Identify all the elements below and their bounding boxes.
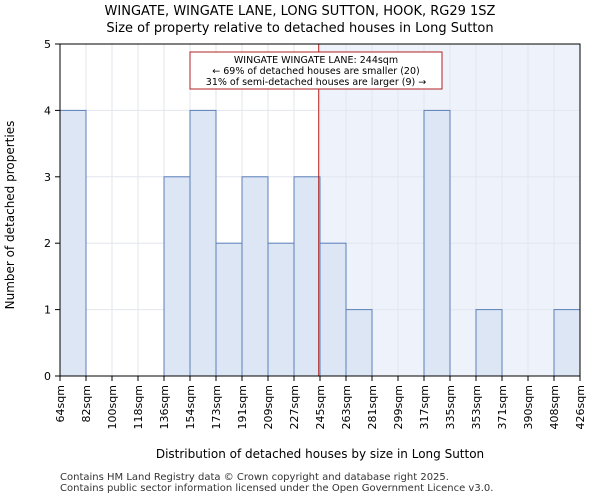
- footer-line-2: Contains public sector information licen…: [60, 483, 494, 494]
- bar-209sqm: [267, 242, 295, 377]
- y-axis-title: Number of detached properties: [3, 121, 17, 310]
- x-tick-label: 245sqm: [314, 385, 327, 429]
- y-tick-label: 2: [44, 237, 51, 250]
- bar-154sqm: [189, 109, 217, 377]
- bar-245sqm: [319, 242, 347, 377]
- x-tick-label: 154sqm: [184, 385, 197, 429]
- bar-173sqm: [215, 242, 243, 377]
- bar-263sqm: [345, 309, 373, 377]
- footer: Contains HM Land Registry data © Crown c…: [60, 472, 493, 494]
- x-tick-label: 408sqm: [548, 385, 561, 429]
- bar-136sqm: [163, 176, 191, 377]
- y-tick-label: 1: [44, 304, 51, 317]
- y-tick-label: 5: [44, 38, 51, 51]
- x-tick-label: 82sqm: [80, 385, 93, 422]
- x-tick-label: 263sqm: [340, 385, 353, 429]
- bar-408sqm: [553, 309, 581, 377]
- bar-layer: [59, 109, 581, 377]
- x-tick-label: 118sqm: [132, 385, 145, 429]
- bar-353sqm: [475, 309, 503, 377]
- bar-191sqm: [241, 176, 269, 377]
- x-tick-label: 390sqm: [522, 385, 535, 429]
- bar-317sqm: [423, 109, 451, 377]
- x-tick-label: 227sqm: [288, 385, 301, 429]
- x-tick-label: 353sqm: [470, 385, 483, 429]
- bar-227sqm: [293, 176, 321, 377]
- x-tick-label: 136sqm: [158, 385, 171, 429]
- annotation-layer: WINGATE WINGATE LANE: 244sqm← 69% of det…: [189, 51, 443, 90]
- x-tick-label: 64sqm: [54, 385, 67, 422]
- y-tick-label: 4: [44, 104, 51, 117]
- x-tick-label: 317sqm: [418, 385, 431, 429]
- annotation-line-3: 31% of semi-detached houses are larger (…: [206, 77, 426, 88]
- annotation-line-1: WINGATE WINGATE LANE: 244sqm: [234, 55, 398, 66]
- chart-title-block: WINGATE, WINGATE LANE, LONG SUTTON, HOOK…: [0, 3, 600, 37]
- footer-line-1: Contains HM Land Registry data © Crown c…: [60, 472, 449, 483]
- axis-layer: 0 1 2 3 4 5 64sqm 82sqm 100sqm 118sqm 136sqm 154sqm…: [44, 38, 587, 429]
- x-tick-label: 173sqm: [210, 385, 223, 429]
- x-tick-label: 426sqm: [574, 385, 587, 429]
- bar-64sqm: [59, 109, 87, 377]
- y-tick-label: 0: [44, 370, 51, 383]
- annotation-box: [189, 51, 443, 90]
- chart-title: WINGATE, WINGATE LANE, LONG SUTTON, HOOK…: [104, 4, 496, 19]
- x-tick-label: 299sqm: [392, 385, 405, 429]
- x-tick-label: 281sqm: [366, 385, 379, 429]
- chart-subtitle: Size of property relative to detached ho…: [106, 21, 494, 36]
- annotation-line-2: ← 69% of detached houses are smaller (20…: [212, 66, 419, 77]
- x-tick-label: 371sqm: [496, 385, 509, 429]
- x-tick-label: 100sqm: [106, 385, 119, 429]
- x-tick-label: 191sqm: [236, 385, 249, 429]
- y-tick-label: 3: [44, 171, 51, 184]
- x-axis-title: Distribution of detached houses by size …: [156, 447, 484, 461]
- x-tick-label: 335sqm: [444, 385, 457, 429]
- x-tick-label: 209sqm: [262, 385, 275, 429]
